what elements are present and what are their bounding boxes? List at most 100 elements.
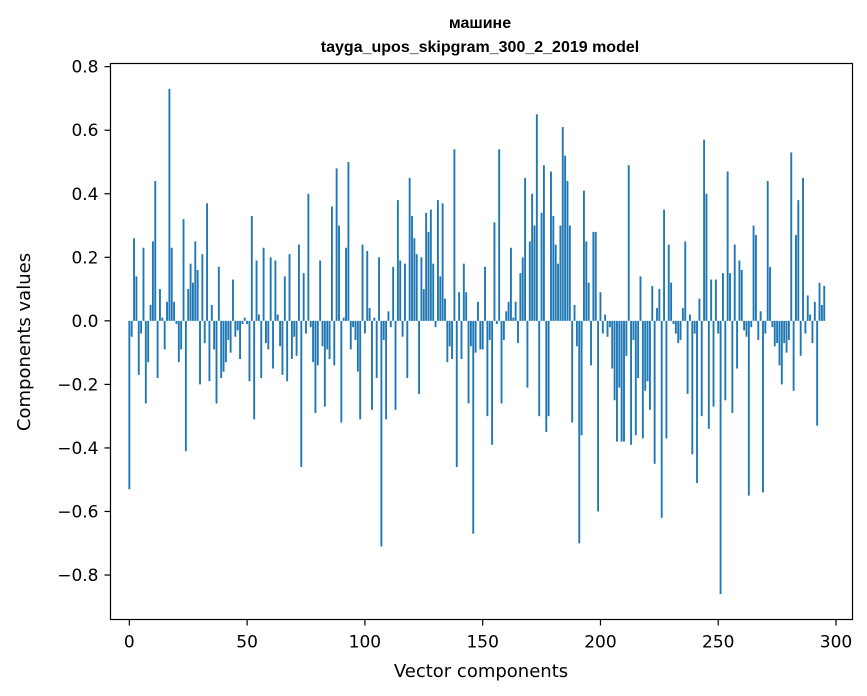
- bar: [632, 320, 635, 340]
- chart-subtitle: tayga_upos_skipgram_300_2_2019 model: [321, 39, 639, 56]
- bar: [262, 247, 265, 321]
- bar: [601, 320, 604, 334]
- bar: [507, 301, 510, 321]
- bar: [613, 320, 616, 401]
- bar: [479, 320, 482, 350]
- bar: [335, 168, 338, 321]
- bar: [363, 320, 366, 334]
- bar: [302, 273, 305, 321]
- bar: [187, 289, 190, 321]
- bar: [802, 177, 804, 321]
- bar: [232, 279, 234, 321]
- bar: [712, 320, 715, 407]
- bar: [691, 320, 694, 455]
- bar: [340, 320, 343, 423]
- y-tick-label: 0.8: [71, 58, 98, 78]
- bar: [429, 209, 432, 321]
- bar: [295, 320, 298, 356]
- bar: [519, 273, 522, 321]
- bar: [316, 320, 319, 366]
- bar: [133, 238, 135, 321]
- bar: [663, 209, 665, 321]
- bar: [528, 241, 531, 321]
- bar: [163, 320, 166, 350]
- bar: [366, 250, 369, 321]
- bar: [670, 282, 673, 321]
- bar: [766, 181, 769, 321]
- bar: [373, 317, 376, 321]
- bar: [269, 257, 272, 321]
- bar: [436, 200, 439, 321]
- bar: [281, 320, 284, 375]
- bar: [250, 216, 253, 321]
- bar: [552, 216, 555, 321]
- bar: [166, 301, 168, 321]
- bar: [799, 320, 802, 356]
- bar: [267, 320, 270, 350]
- bar: [514, 301, 517, 321]
- bar: [705, 193, 708, 321]
- bar: [773, 320, 776, 347]
- bar-series: [128, 88, 826, 595]
- bar: [420, 257, 423, 321]
- bar: [474, 320, 477, 353]
- bar: [747, 320, 750, 496]
- bar: [623, 320, 625, 442]
- bar: [681, 308, 684, 321]
- bar: [780, 320, 783, 385]
- bar: [159, 289, 161, 321]
- y-axis-label: Components values: [14, 253, 35, 431]
- bar: [696, 320, 698, 483]
- bar: [599, 292, 602, 321]
- bar: [425, 212, 428, 321]
- bar: [415, 254, 418, 321]
- y-tick-label: −0.2: [57, 375, 98, 395]
- bar: [521, 257, 524, 321]
- bar: [729, 273, 731, 321]
- bar: [477, 301, 479, 321]
- bar: [726, 171, 729, 321]
- bar: [698, 298, 701, 321]
- bar: [813, 301, 816, 321]
- bar: [326, 320, 329, 350]
- bar: [427, 231, 430, 321]
- bar: [785, 320, 788, 353]
- bar: [700, 320, 703, 417]
- bar: [448, 320, 451, 347]
- x-tick-label: 250: [702, 633, 734, 653]
- bar: [566, 181, 569, 321]
- bar: [498, 149, 501, 321]
- bar: [215, 320, 218, 404]
- bar: [140, 320, 143, 334]
- bar: [679, 320, 682, 340]
- bar: [583, 190, 585, 321]
- bar: [248, 320, 251, 382]
- bar: [818, 282, 821, 321]
- bar: [538, 320, 541, 417]
- bar: [408, 177, 411, 321]
- bar: [500, 320, 503, 404]
- bar: [361, 244, 364, 321]
- bar: [637, 320, 640, 379]
- bar: [177, 320, 180, 363]
- y-tick-label: −0.8: [57, 566, 98, 586]
- bar: [241, 320, 244, 325]
- bar: [557, 263, 559, 321]
- bar: [217, 266, 220, 321]
- bar: [554, 244, 557, 321]
- bar: [710, 279, 713, 321]
- bar: [585, 241, 588, 321]
- bar: [246, 320, 249, 325]
- bar: [804, 320, 807, 334]
- bar: [206, 203, 209, 321]
- bar: [359, 320, 362, 420]
- bar: [512, 317, 515, 321]
- bar: [290, 320, 293, 359]
- bar: [387, 311, 390, 321]
- bar: [491, 320, 494, 445]
- x-axis-label: Vector components: [394, 661, 568, 682]
- bar: [298, 244, 300, 321]
- x-tick-label: 100: [349, 633, 381, 653]
- bar: [776, 320, 779, 344]
